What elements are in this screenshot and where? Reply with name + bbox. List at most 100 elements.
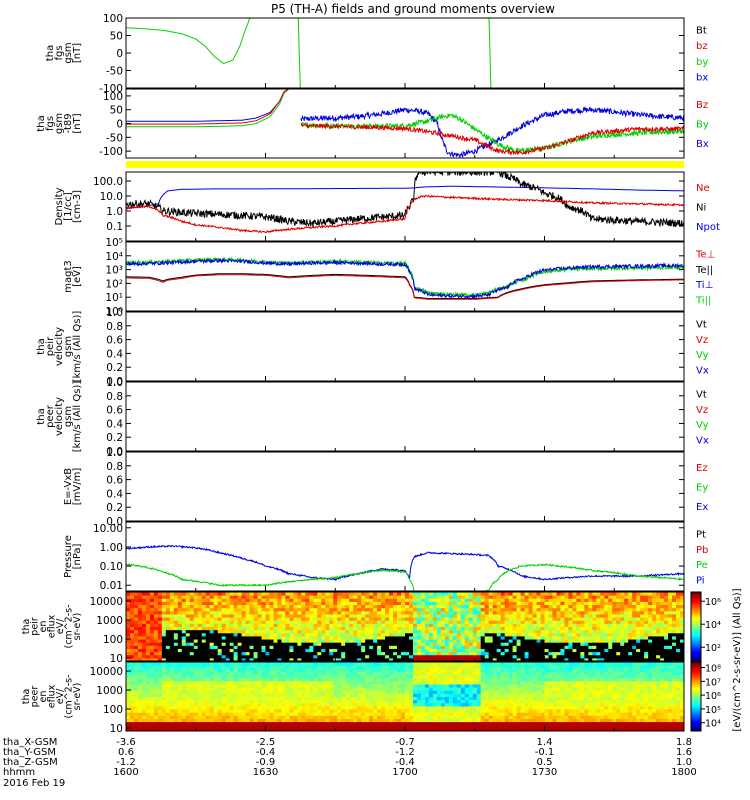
spectrogram-cell xyxy=(472,635,478,640)
spectrogram-cell xyxy=(165,709,171,713)
spectrogram-cell xyxy=(436,654,442,659)
spectrogram-cell xyxy=(165,715,171,719)
spectrogram-cell xyxy=(381,677,386,682)
spectrogram-cell xyxy=(357,696,362,701)
spectrogram-cell xyxy=(169,718,175,723)
spectrogram-cell xyxy=(137,629,143,634)
spectrogram-cell xyxy=(373,613,378,618)
spectrogram-cell xyxy=(345,648,350,653)
spectrogram-cell xyxy=(313,683,318,688)
spectrogram-cell xyxy=(632,613,637,618)
spectrogram-cell xyxy=(261,610,266,615)
spectrogram-cell xyxy=(289,657,294,662)
spectrogram-cell xyxy=(209,715,215,719)
spectrogram-cell xyxy=(313,645,318,649)
spectrogram-cell xyxy=(185,629,191,634)
spectrogram-cell xyxy=(508,648,514,653)
spectrogram-cell xyxy=(536,626,542,631)
spectrogram-cell xyxy=(321,662,326,666)
spectrogram-cell xyxy=(552,632,557,637)
spectrogram-cell xyxy=(357,632,362,637)
spectrogram-cell xyxy=(329,592,334,596)
spectrogram-cell xyxy=(229,601,235,606)
spectrogram-cell xyxy=(436,639,442,643)
spectrogram-cell xyxy=(408,595,414,599)
spectrogram-cell xyxy=(241,718,247,723)
spectrogram-cell xyxy=(488,604,494,609)
spectrogram-cell xyxy=(333,683,338,688)
spectrogram-cell xyxy=(241,607,247,612)
spectrogram-cell xyxy=(349,592,354,596)
spectrogram-cell xyxy=(153,632,159,637)
spectrogram-cell xyxy=(269,639,274,643)
spectrogram-peir-eflux: 10100100010000thapeirenefluxeV/(cm^2-s-s… xyxy=(21,591,721,665)
spectrogram-cell xyxy=(325,683,330,688)
spectrogram-cell xyxy=(241,651,247,656)
spectrogram-cell xyxy=(393,699,398,704)
spectrogram-cell xyxy=(273,709,278,713)
spectrogram-cell xyxy=(353,632,358,637)
spectrogram-cell xyxy=(640,617,645,621)
spectrogram-cell xyxy=(365,613,370,618)
spectrogram-cell xyxy=(273,626,278,631)
spectrogram-cell xyxy=(129,617,135,621)
spectrogram-cell xyxy=(652,651,657,656)
spectrogram-cell xyxy=(616,642,621,646)
spectrogram-cell xyxy=(604,645,609,649)
spectrogram-cell xyxy=(253,601,259,606)
spectrogram-cell xyxy=(169,651,175,656)
spectrogram-cell xyxy=(564,635,569,640)
colorbar-tick-label: 10² xyxy=(705,643,721,654)
spectrogram-cell xyxy=(126,702,131,707)
spectrogram-cell xyxy=(624,607,629,612)
spectrogram-cell xyxy=(126,648,131,653)
spectrogram-cell xyxy=(233,705,239,710)
spectrogram-cell xyxy=(233,651,239,656)
spectrogram-cell xyxy=(277,702,282,707)
spectrogram-cell xyxy=(305,639,310,643)
spectrogram-cell xyxy=(257,683,263,688)
spectrogram-cell xyxy=(524,613,530,618)
spectrogram-cell xyxy=(660,651,665,656)
spectrogram-cell xyxy=(389,687,394,691)
spectrogram-cell xyxy=(313,623,318,627)
spectrogram-cell xyxy=(377,601,382,606)
spectrogram-cell xyxy=(181,702,187,707)
spectrogram-cell xyxy=(397,610,402,615)
spectrogram-cell xyxy=(157,601,163,606)
spectrogram-cell xyxy=(405,592,410,596)
spectrogram-cell xyxy=(221,674,227,679)
spectrogram-cell xyxy=(225,635,231,640)
spectrogram-cell xyxy=(181,629,187,634)
spectrogram-cell xyxy=(504,617,510,621)
spectrogram-cell xyxy=(301,595,306,599)
spectrogram-cell xyxy=(153,724,159,729)
spectrogram-cell xyxy=(141,642,147,646)
spectrogram-cell xyxy=(460,610,466,615)
spectrogram-cell xyxy=(369,592,374,596)
spectrogram-cell xyxy=(636,617,641,621)
spectrogram-cell xyxy=(552,648,557,653)
spectrogram-cell xyxy=(273,648,278,653)
spectrogram-cell xyxy=(361,592,366,596)
spectrogram-cell xyxy=(285,604,290,609)
legend-entry: Ex xyxy=(696,502,708,513)
spectrogram-cell xyxy=(205,610,211,615)
spectrogram-cell xyxy=(381,683,386,688)
spectrogram-cell xyxy=(516,601,522,606)
spectrogram-cell xyxy=(229,665,235,669)
spectrogram-cell xyxy=(660,648,665,653)
panel-temperature: 10⁰10¹10²10³10⁴10⁵magt3[eV]Te⊥Te||Ti⊥Ti|… xyxy=(63,237,715,318)
spectrogram-cell xyxy=(444,629,450,634)
spectrogram-cell xyxy=(369,639,374,643)
y-tick-label: -100 xyxy=(99,146,123,158)
spectrogram-cell xyxy=(397,715,402,719)
spectrogram-cell xyxy=(381,648,386,653)
spectrogram-cell xyxy=(357,674,362,679)
spectrogram-cell xyxy=(496,626,502,631)
spectrogram-cell xyxy=(361,721,366,726)
spectrogram-cell xyxy=(424,651,430,656)
spectrogram-cell xyxy=(157,620,163,624)
spectrogram-cell xyxy=(456,610,462,615)
spectrogram-cell xyxy=(544,639,549,643)
